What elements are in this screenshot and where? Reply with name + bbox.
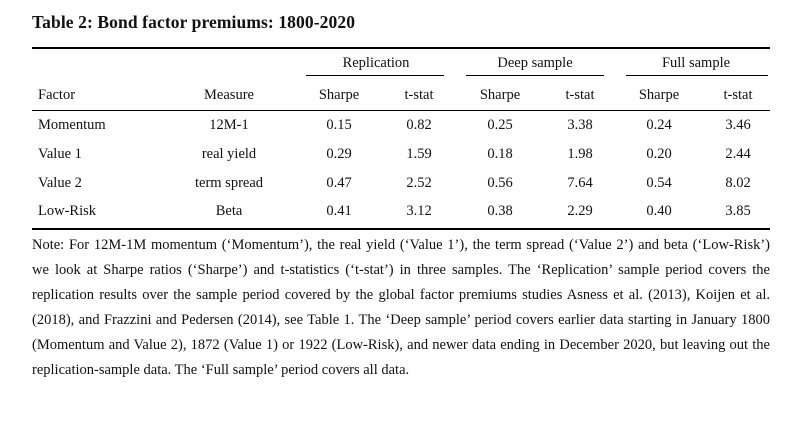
table-cell-value: 0.54	[646, 175, 672, 191]
table-note: Note: For 12M-1M momentum (‘Momentum’), …	[32, 237, 770, 378]
col-header-deep-sharpe: Sharpe	[479, 87, 521, 103]
table-cell-value: 0.20	[646, 146, 672, 162]
col-header-replication-sharpe: Sharpe	[318, 87, 360, 103]
group-rule-replication	[306, 75, 444, 76]
group-header-replication: Replication	[342, 55, 410, 71]
table-cell-value: 2.44	[725, 146, 751, 162]
col-header-full-sharpe: Sharpe	[638, 87, 680, 103]
table-cell-value: 3.38	[567, 117, 593, 133]
header-rule	[32, 110, 770, 111]
table-cell-factor: Low-Risk	[38, 203, 96, 219]
table-cell-value: 3.85	[725, 203, 751, 219]
table-cell-value: 7.64	[567, 175, 593, 191]
col-header-replication-tstat: t-stat	[404, 87, 434, 103]
group-rule-deep-sample	[466, 75, 604, 76]
table-cell-factor: Value 1	[38, 146, 82, 162]
bottom-rule	[32, 228, 770, 230]
table-cell-factor: Value 2	[38, 175, 82, 191]
table-cell-value: 2.52	[406, 175, 432, 191]
col-header-measure: Measure	[204, 87, 254, 103]
col-header-factor: Factor	[38, 87, 76, 103]
table-title: Table 2: Bond factor premiums: 1800-2020	[32, 12, 356, 32]
table-cell-value: 0.47	[326, 175, 352, 191]
table-cell-value: 2.29	[567, 203, 593, 219]
table-cell-value: 0.38	[487, 203, 513, 219]
table-cell-value: 0.56	[487, 175, 513, 191]
table-cell-value: 0.41	[326, 203, 352, 219]
col-header-deep-tstat: t-stat	[565, 87, 595, 103]
group-rule-full-sample	[626, 75, 768, 76]
group-header-deep-sample: Deep sample	[497, 55, 573, 71]
table-cell-factor: Momentum	[38, 117, 106, 133]
table-cell-value: 0.40	[646, 203, 672, 219]
table-cell-value: 8.02	[725, 175, 751, 191]
table-cell-value: 0.15	[326, 117, 352, 133]
table-cell-value: 3.12	[406, 203, 432, 219]
top-rule	[32, 47, 770, 49]
table-cell-measure: 12M-1	[209, 117, 249, 133]
table-cell-value: 0.25	[487, 117, 513, 133]
table-cell-measure: real yield	[201, 146, 257, 162]
table-cell-value: 1.98	[567, 146, 593, 162]
table-cell-value: 0.18	[487, 146, 513, 162]
table-cell-value: 3.46	[725, 117, 751, 133]
table-cell-value: 0.82	[406, 117, 432, 133]
table-cell-value: 0.29	[326, 146, 352, 162]
group-header-full-sample: Full sample	[661, 55, 731, 71]
table-cell-measure: term spread	[194, 175, 264, 191]
table-cell-value: 1.59	[406, 146, 432, 162]
table-cell-measure: Beta	[215, 203, 243, 219]
col-header-full-tstat: t-stat	[723, 87, 753, 103]
table-cell-value: 0.24	[646, 117, 672, 133]
